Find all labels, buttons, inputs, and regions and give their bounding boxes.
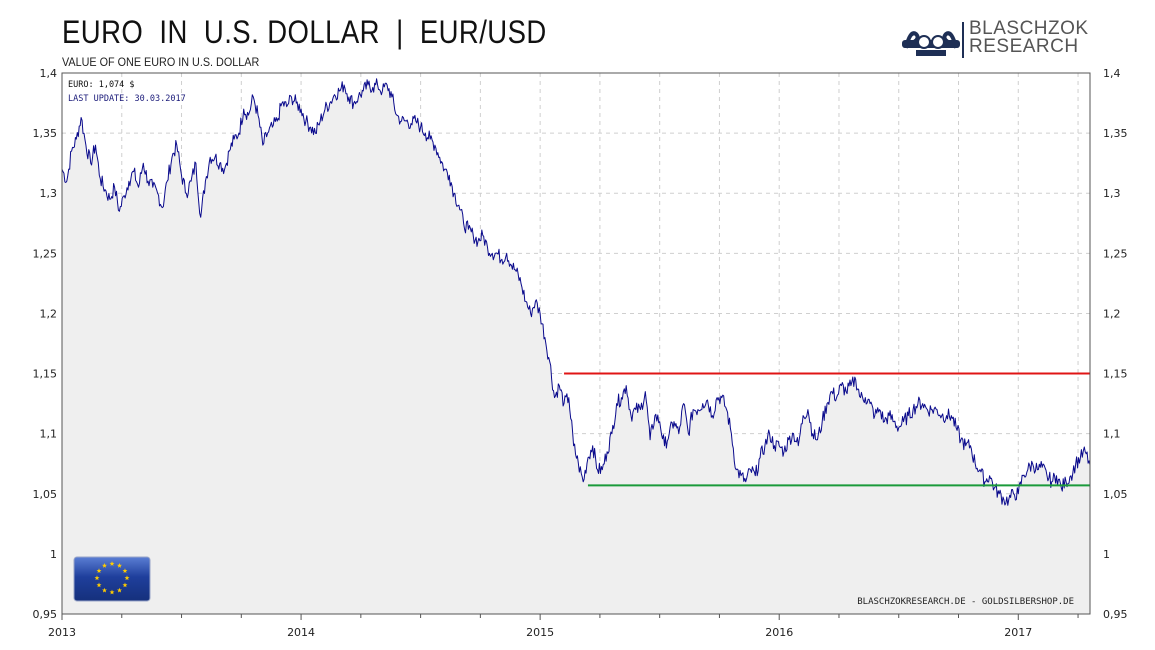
y-tick-label: 1,3 xyxy=(40,187,58,200)
y-tick-label-right: 0,95 xyxy=(1103,608,1128,621)
y-axis-right: 1,4 1,35 1,3 1,25 1,2 1,15 1,1 1,05 1 0,95 xyxy=(1103,67,1128,621)
logo-divider xyxy=(962,22,964,58)
chart-levels xyxy=(564,372,1090,487)
flag-star xyxy=(96,568,102,573)
chart-subtitle: VALUE OF ONE EURO IN U.S. DOLLAR xyxy=(62,55,260,69)
y-tick-label-right: 1,2 xyxy=(1103,307,1121,320)
y-tick-label-right: 1 xyxy=(1103,548,1110,561)
current-price: EURO: 1,074 $ xyxy=(68,80,135,90)
source-credit: BLASCHZOKRESEARCH.DE - GOLDSILBERSHOP.DE xyxy=(857,597,1074,607)
logo-line-1: BLASCHZOK xyxy=(969,18,1089,39)
flag-star xyxy=(109,589,115,595)
flag-star xyxy=(96,582,102,588)
brand-logo: BLASCHZOK RESEARCH xyxy=(902,18,1102,62)
y-tick-label: 1,05 xyxy=(33,488,58,501)
y-tick-label-right: 1,1 xyxy=(1103,428,1121,441)
x-axis: 2013 2014 2015 2016 2017 xyxy=(48,614,1079,639)
y-tick-label-right: 1,25 xyxy=(1103,247,1128,260)
logo-text: BLASCHZOK RESEARCH xyxy=(969,18,1089,57)
y-tick-label: 1 xyxy=(50,548,57,561)
flag-star xyxy=(102,587,107,593)
flag-star xyxy=(102,563,107,568)
flag-star xyxy=(117,587,122,593)
plot-frame xyxy=(61,72,1091,615)
logo-line-2: RESEARCH xyxy=(969,36,1079,57)
y-tick-label: 1,1 xyxy=(40,428,58,441)
brand-emblem-icon xyxy=(902,31,960,56)
series-area xyxy=(62,78,1090,615)
chart-area xyxy=(62,78,1090,615)
y-tick-label-right: 1,35 xyxy=(1103,127,1128,140)
y-tick-label-right: 1,4 xyxy=(1103,67,1121,80)
chart-series xyxy=(61,78,1091,506)
y-tick-label: 1,15 xyxy=(33,368,58,381)
x-tick-label: 2014 xyxy=(287,626,315,639)
y-axis-left: 1,4 1,35 1,3 1,25 1,2 1,15 1,1 1,05 1 0,95 xyxy=(33,67,58,621)
y-tick-label-right: 1,3 xyxy=(1103,187,1121,200)
flag-star xyxy=(94,575,100,581)
series-line xyxy=(61,78,1091,506)
x-tick-label: 2015 xyxy=(526,626,554,639)
flag-star xyxy=(117,563,122,568)
y-tick-label-right: 1,15 xyxy=(1103,368,1128,381)
y-tick-label: 1,25 xyxy=(33,247,58,260)
eu-flag-icon xyxy=(73,556,151,602)
flag-star xyxy=(122,568,128,573)
y-tick-label: 1,2 xyxy=(40,307,58,320)
y-tick-label: 1,4 xyxy=(40,67,58,80)
chart-title: EURO IN U.S. DOLLAR | EUR/USD xyxy=(62,14,547,50)
flag-star xyxy=(109,561,115,566)
x-tick-label: 2013 xyxy=(48,626,76,639)
flag-star xyxy=(124,575,130,581)
y-tick-label: 0,95 xyxy=(33,608,58,621)
y-tick-label: 1,35 xyxy=(33,127,58,140)
last-update: LAST UPDATE: 30.03.2017 xyxy=(68,94,186,104)
y-tick-label-right: 1,05 xyxy=(1103,488,1128,501)
flag-star xyxy=(122,582,128,588)
x-tick-label: 2017 xyxy=(1004,626,1032,639)
x-tick-label: 2016 xyxy=(765,626,793,639)
